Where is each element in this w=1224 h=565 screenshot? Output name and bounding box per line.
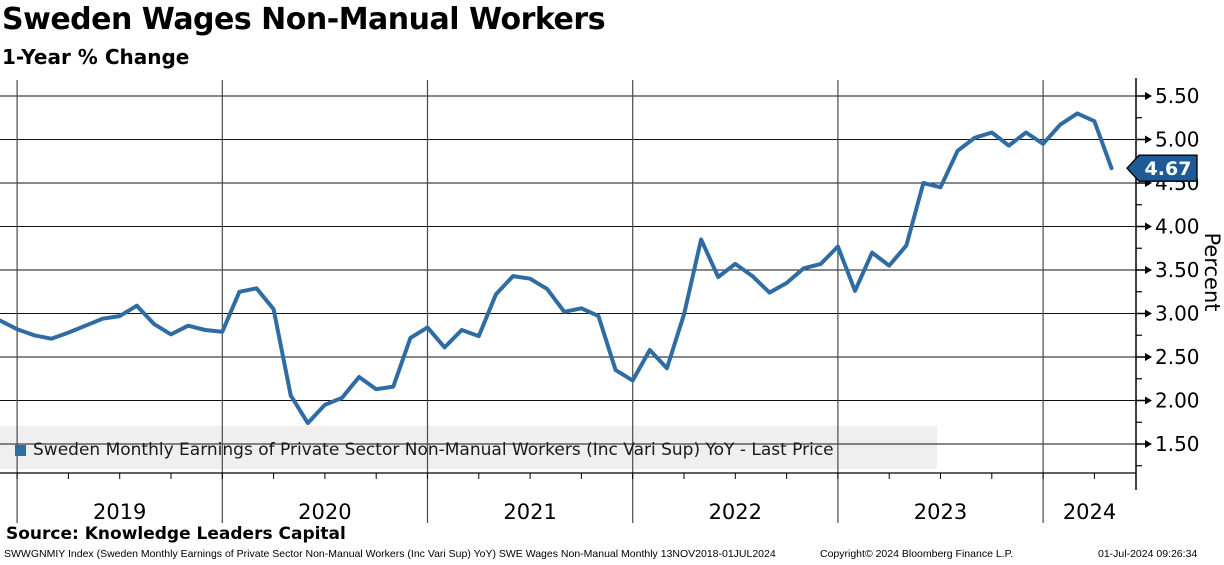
x-year-label: 2021 — [503, 500, 556, 524]
footer-datetime: 01-Jul-2024 09:26:34 — [1098, 548, 1198, 560]
y-tick-arrow-icon — [1145, 92, 1152, 100]
y-tick-label: 4.00 — [1155, 215, 1200, 239]
y-tick-label: 2.00 — [1155, 389, 1200, 413]
x-year-label: 2023 — [914, 500, 967, 524]
x-year-label: 2024 — [1063, 500, 1116, 524]
source-line: Source: Knowledge Leaders Capital — [6, 524, 346, 544]
y-tick-arrow-icon — [1145, 135, 1152, 144]
page-subtitle: 1-Year % Change — [2, 45, 190, 69]
legend-strip — [0, 426, 937, 469]
last-price-badge — [1126, 154, 1198, 182]
y-tick-arrow-icon — [1145, 309, 1152, 318]
x-year-label: 2019 — [93, 500, 146, 524]
legend-series-swatch-icon — [15, 444, 26, 456]
legend-label: Sweden Monthly Earnings of Private Secto… — [33, 440, 834, 460]
footer-copyright: Copyright© 2024 Bloomberg Finance L.P. — [820, 548, 1014, 560]
y-tick-label: 5.00 — [1155, 128, 1200, 152]
y-tick-label: 5.50 — [1155, 84, 1200, 108]
x-year-label: 2022 — [709, 500, 762, 524]
y-tick-arrow-icon — [1145, 396, 1152, 405]
y-tick-label: 1.50 — [1155, 432, 1200, 456]
y-axis-title: Percent — [1200, 232, 1224, 311]
price-line — [0, 111, 1114, 426]
y-tick-label: 2.50 — [1155, 345, 1200, 369]
y-tick-arrow-icon — [1145, 222, 1152, 231]
y-tick-label: 3.50 — [1155, 258, 1200, 282]
page-title: Sweden Wages Non-Manual Workers — [2, 2, 606, 37]
legend: Sweden Monthly Earnings of Private Secto… — [15, 440, 834, 460]
y-tick-arrow-icon — [1145, 440, 1152, 448]
y-tick-arrow-icon — [1145, 353, 1152, 361]
y-tick-label: 3.00 — [1155, 302, 1200, 326]
y-tick-arrow-icon — [1145, 266, 1152, 274]
last-price-label: 4.67 — [1145, 158, 1192, 180]
x-year-label: 2020 — [298, 500, 351, 524]
footer-security-description: SWWGNMIY Index (Sweden Monthly Earnings … — [4, 548, 776, 560]
